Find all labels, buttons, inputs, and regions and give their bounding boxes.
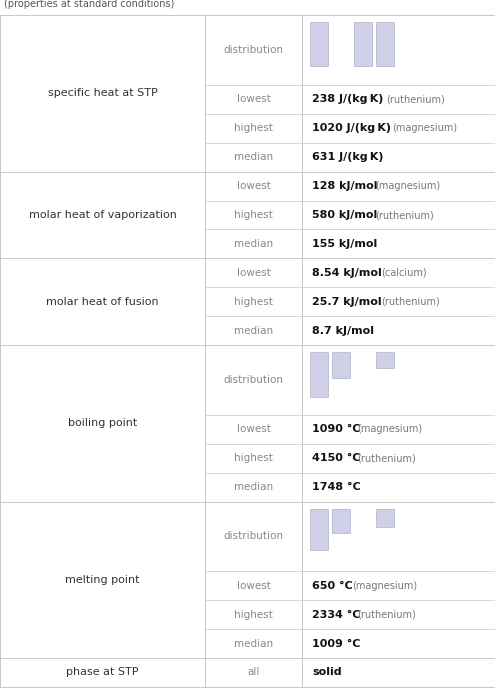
Text: (ruthenium): (ruthenium)	[381, 297, 440, 307]
Text: (ruthenium): (ruthenium)	[375, 210, 434, 220]
Text: 4150 °C: 4150 °C	[312, 453, 360, 463]
Text: 128 kJ/mol: 128 kJ/mol	[312, 181, 378, 191]
Text: highest: highest	[234, 123, 273, 133]
Text: 1009 °C: 1009 °C	[312, 638, 360, 649]
Text: boiling point: boiling point	[68, 419, 137, 428]
Text: median: median	[234, 326, 273, 336]
Text: 1748 °C: 1748 °C	[312, 482, 361, 492]
Text: (calcium): (calcium)	[381, 268, 426, 278]
Text: 580 kJ/mol: 580 kJ/mol	[312, 210, 377, 220]
Text: (magnesium): (magnesium)	[352, 580, 417, 591]
Text: distribution: distribution	[224, 45, 284, 55]
Text: distribution: distribution	[224, 531, 284, 541]
Text: highest: highest	[234, 210, 273, 220]
Text: specific heat at STP: specific heat at STP	[48, 88, 157, 98]
Text: 650 °C: 650 °C	[312, 580, 353, 591]
Text: highest: highest	[234, 609, 273, 620]
Text: molar heat of vaporization: molar heat of vaporization	[29, 210, 177, 220]
Text: 8.7 kJ/mol: 8.7 kJ/mol	[312, 326, 374, 336]
Text: lowest: lowest	[237, 580, 271, 591]
Bar	[376, 352, 394, 368]
Bar	[332, 352, 350, 378]
Text: (magnesium): (magnesium)	[393, 123, 457, 133]
Text: phase at STP: phase at STP	[66, 668, 139, 677]
Text: distribution: distribution	[224, 375, 284, 385]
Text: (magnesium): (magnesium)	[357, 424, 423, 434]
Text: median: median	[234, 152, 273, 162]
Bar	[376, 509, 394, 527]
Text: 2334 °C: 2334 °C	[312, 609, 360, 620]
Bar	[310, 22, 328, 66]
Text: 1020 J/(kg K): 1020 J/(kg K)	[312, 123, 391, 133]
Text: lowest: lowest	[237, 94, 271, 104]
Text: median: median	[234, 638, 273, 649]
Text: (magnesium): (magnesium)	[375, 181, 440, 191]
Bar	[310, 509, 328, 549]
Text: lowest: lowest	[237, 268, 271, 278]
Text: 631 J/(kg K): 631 J/(kg K)	[312, 152, 384, 162]
Text: lowest: lowest	[237, 424, 271, 434]
Text: 25.7 kJ/mol: 25.7 kJ/mol	[312, 297, 382, 307]
Text: median: median	[234, 482, 273, 492]
Text: 238 J/(kg K): 238 J/(kg K)	[312, 94, 383, 104]
Text: highest: highest	[234, 297, 273, 307]
Text: solid: solid	[312, 668, 342, 677]
Bar	[354, 22, 372, 66]
Text: (ruthenium): (ruthenium)	[387, 94, 446, 104]
Text: lowest: lowest	[237, 181, 271, 191]
Text: molar heat of fusion: molar heat of fusion	[47, 297, 159, 307]
Bar	[332, 509, 350, 533]
Text: (ruthenium): (ruthenium)	[357, 609, 416, 620]
Text: highest: highest	[234, 453, 273, 463]
Text: all: all	[248, 668, 260, 677]
Text: median: median	[234, 239, 273, 249]
Text: (ruthenium): (ruthenium)	[357, 453, 416, 463]
Bar	[310, 352, 328, 397]
Bar	[376, 22, 394, 66]
Text: 8.54 kJ/mol: 8.54 kJ/mol	[312, 268, 382, 278]
Text: 155 kJ/mol: 155 kJ/mol	[312, 239, 377, 249]
Text: (properties at standard conditions): (properties at standard conditions)	[4, 0, 174, 9]
Text: 1090 °C: 1090 °C	[312, 424, 360, 434]
Text: melting point: melting point	[65, 575, 140, 585]
